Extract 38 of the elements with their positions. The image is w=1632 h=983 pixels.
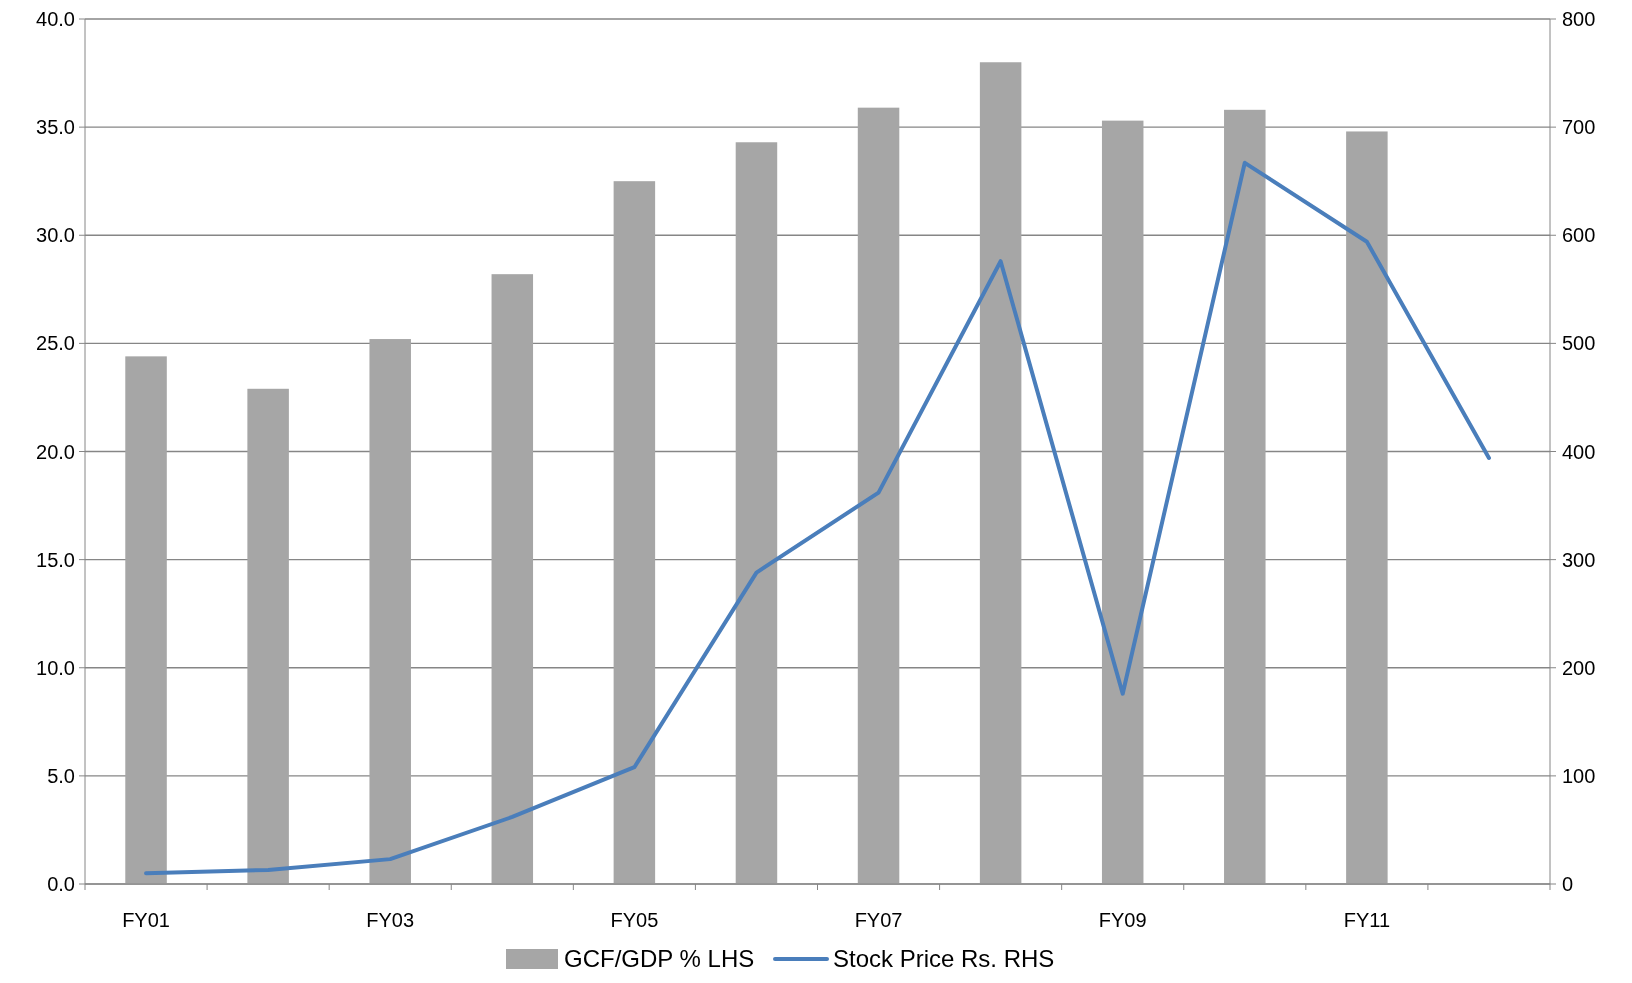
bar <box>247 388 289 884</box>
bar <box>125 356 167 884</box>
bar <box>491 274 534 884</box>
x-tick-label: FY11 <box>1343 909 1391 931</box>
legend-label: GCF/GDP % LHS <box>564 945 755 972</box>
y2-tick-label: 700 <box>1562 116 1596 139</box>
legend-label: Stock Price Rs. RHS <box>833 945 1055 972</box>
x-tick-label: FY07 <box>854 909 903 931</box>
bar <box>1101 120 1144 884</box>
x-tick-label: FY05 <box>610 909 659 931</box>
y2-tick-label: 0 <box>1562 873 1574 895</box>
bar <box>1224 109 1266 884</box>
bar <box>979 62 1022 884</box>
y-tick-label: 5.0 <box>47 764 75 787</box>
y2-tick-label: 500 <box>1562 332 1596 355</box>
y-tick-label: 35.0 <box>36 116 75 139</box>
y2-tick-label: 300 <box>1562 548 1596 571</box>
bar <box>735 142 778 884</box>
line-series <box>144 160 1491 876</box>
y-tick-label: 30.0 <box>36 224 75 247</box>
x-tick-label: FY01 <box>122 909 170 931</box>
y2-tick-label: 600 <box>1562 224 1596 247</box>
y-tick-label: 25.0 <box>36 332 75 355</box>
y-tick-label: 20.0 <box>36 440 75 463</box>
bar <box>613 181 656 884</box>
y-tick-label: 10.0 <box>36 656 75 679</box>
y-tick-label: 15.0 <box>36 548 75 571</box>
bar <box>1346 131 1388 884</box>
y2-tick-label: 400 <box>1562 440 1596 463</box>
y-tick-label: 0.0 <box>47 873 75 895</box>
y2-tick-label: 100 <box>1562 764 1596 787</box>
bar <box>369 339 411 884</box>
y2-tick-label: 200 <box>1562 656 1596 679</box>
bar <box>857 107 900 884</box>
y-tick-label: 40.0 <box>36 8 75 30</box>
x-tick-label: FY09 <box>1098 909 1147 931</box>
x-tick-label: FY03 <box>366 909 415 931</box>
y2-tick-label: 800 <box>1562 8 1596 30</box>
